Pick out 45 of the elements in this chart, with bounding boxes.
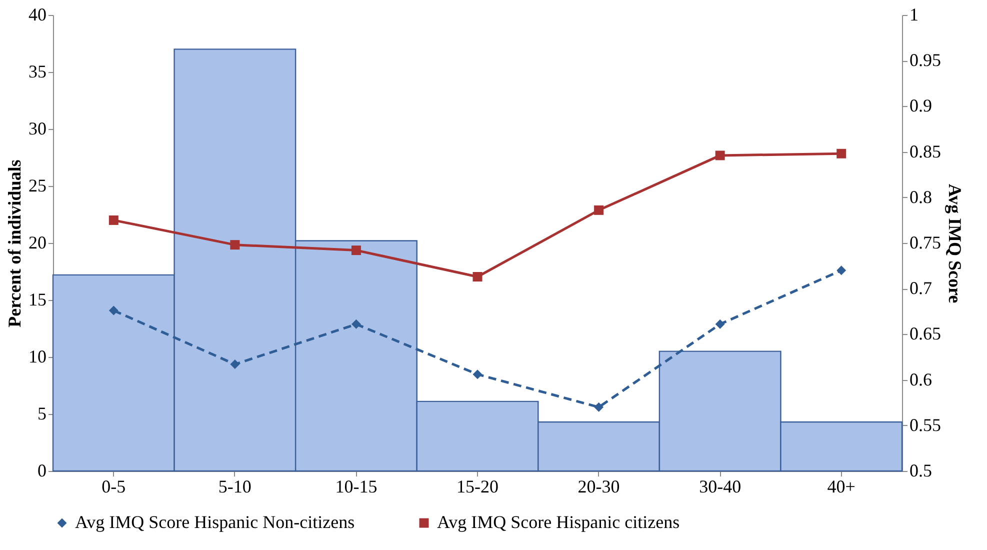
x-tick-label: 15-20 [456, 476, 498, 496]
y2-tick-label: 0.7 [910, 278, 932, 298]
y-tick-label: 20 [28, 232, 46, 252]
point [108, 215, 118, 225]
y-tick-label: 40 [28, 4, 46, 24]
y2-tick-label: 0.95 [910, 50, 941, 70]
point [836, 148, 846, 158]
x-tick-label: 0-5 [102, 476, 126, 496]
point [351, 246, 361, 256]
point [594, 402, 604, 412]
x-tick-label: 5-10 [218, 476, 252, 496]
y2-tick-label: 0.55 [910, 414, 941, 435]
point [594, 205, 604, 215]
y-tick-label: 5 [38, 404, 46, 424]
y2-tick-label: 0.65 [910, 324, 941, 344]
y-tick-label: 25 [28, 176, 46, 196]
y-tick-label: 35 [28, 62, 46, 82]
point [472, 272, 482, 282]
y2-tick-label: 0.75 [910, 232, 941, 252]
x-tick-label: 40+ [827, 476, 856, 496]
point [108, 306, 118, 316]
x-tick-label: 10-15 [335, 476, 378, 496]
y2-tick-label: 0.9 [910, 96, 932, 116]
y-tick-label: 15 [28, 290, 46, 310]
y2-tick-label: 0.6 [910, 369, 932, 390]
point [230, 240, 240, 250]
y2-tick-label: 1 [910, 4, 918, 24]
y2-tick-label: 0.5 [910, 460, 932, 480]
point [715, 319, 725, 329]
point [472, 370, 482, 380]
x-tick-label: 20-30 [578, 476, 620, 496]
y-tick-label: 30 [28, 118, 46, 138]
y2-axis-title: Avg IMQ Score [945, 184, 965, 304]
point [715, 150, 725, 160]
point [351, 319, 361, 329]
legend-label: Avg IMQ Score Hispanic Non-citizens [75, 512, 355, 532]
x-tick-label: 30-40 [699, 476, 742, 496]
y2-tick-label: 0.8 [910, 186, 932, 207]
point [230, 360, 240, 370]
y-tick-label: 0 [38, 460, 46, 480]
legend-label: Avg IMQ Score Hispanic citizens [437, 512, 680, 532]
y-tick-label: 10 [28, 346, 46, 366]
point [836, 266, 846, 276]
y-axis-title: Percent of individuals [4, 160, 24, 328]
y2-tick-label: 0.85 [910, 141, 941, 162]
